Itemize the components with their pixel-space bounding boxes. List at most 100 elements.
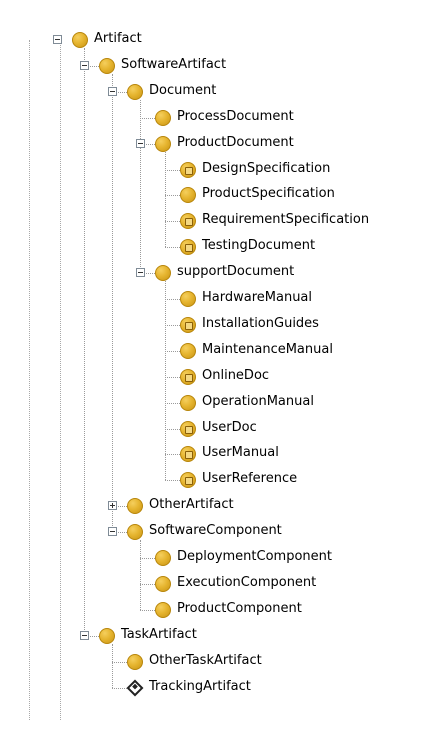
filled-circle-icon [155, 110, 171, 126]
diamond-icon [126, 679, 144, 697]
tree-node[interactable]: ProcessDocument [0, 106, 429, 130]
tree-node[interactable]: MaintenanceManual [0, 339, 429, 363]
instance-circle-icon [180, 317, 196, 333]
tree-node[interactable]: OtherArtifact [0, 494, 429, 518]
filled-circle-icon [99, 58, 115, 74]
collapse-toggle[interactable] [136, 139, 145, 148]
tree-node[interactable]: DesignSpecification [0, 158, 429, 182]
tree-node[interactable]: InstallationGuides [0, 313, 429, 337]
instance-circle-icon [180, 239, 196, 255]
tree-connector-line [140, 118, 155, 119]
tree-node[interactable]: TaskArtifact [0, 624, 429, 648]
filled-circle-icon [127, 498, 143, 514]
tree-connector-line [140, 558, 155, 559]
tree-connector-line [112, 662, 127, 663]
tree-node[interactable]: OnlineDoc [0, 365, 429, 389]
tree-connector-line [165, 152, 166, 247]
tree-connector-line [165, 377, 180, 378]
tree-node-label: OtherArtifact [149, 497, 234, 512]
tree-node[interactable]: Artifact [0, 28, 429, 52]
tree-node-label: TestingDocument [202, 238, 316, 253]
filled-circle-icon [180, 187, 196, 203]
tree-node-label: ProductDocument [177, 135, 294, 150]
tree-node[interactable]: supportDocument [0, 261, 429, 285]
tree-node[interactable]: HardwareManual [0, 287, 429, 311]
tree-node[interactable]: UserDoc [0, 417, 429, 441]
filled-circle-icon [180, 395, 196, 411]
tree-node[interactable]: RequirementSpecification [0, 209, 429, 233]
collapse-toggle[interactable] [136, 268, 145, 277]
tree-node-label: ProductSpecification [202, 186, 335, 201]
tree-node-label: InstallationGuides [202, 316, 319, 331]
collapse-toggle[interactable] [53, 35, 62, 44]
filled-circle-icon [155, 136, 171, 152]
tree-node-label: DesignSpecification [202, 161, 331, 176]
tree-node[interactable]: OtherTaskArtifact [0, 650, 429, 674]
tree-node[interactable]: ExecutionComponent [0, 572, 429, 596]
tree-node[interactable]: ProductSpecification [0, 183, 429, 207]
tree-node-label: ExecutionComponent [177, 575, 317, 590]
expand-toggle[interactable] [108, 501, 117, 510]
tree-connector-line [165, 221, 180, 222]
tree-node[interactable]: TrackingArtifact [0, 676, 429, 700]
filled-circle-icon [180, 343, 196, 359]
tree-node[interactable]: UserManual [0, 442, 429, 466]
tree-connector-line [165, 195, 180, 196]
tree-node-label: HardwareManual [202, 290, 313, 305]
instance-circle-icon [180, 472, 196, 488]
collapse-toggle[interactable] [108, 87, 117, 96]
tree-connector-line [112, 92, 127, 93]
tree-node-label: UserReference [202, 471, 298, 486]
tree-connector-line [165, 480, 180, 481]
tree-connector-line [84, 636, 99, 637]
tree-connector-line [165, 403, 180, 404]
filled-circle-icon [127, 654, 143, 670]
tree-connector-line [84, 66, 99, 67]
tree-node[interactable]: UserReference [0, 468, 429, 492]
tree-node-label: Document [149, 83, 217, 98]
tree-node-label: OtherTaskArtifact [149, 653, 262, 668]
tree-node-label: ProductComponent [177, 601, 302, 616]
tree-connector-line [140, 144, 155, 145]
filled-circle-icon [155, 602, 171, 618]
tree-node[interactable]: ProductDocument [0, 132, 429, 156]
filled-circle-icon [99, 628, 115, 644]
indent-guide-line [60, 40, 61, 720]
tree-node-label: TrackingArtifact [149, 679, 251, 694]
tree-node-label: supportDocument [177, 264, 295, 279]
indent-guide-line [29, 40, 30, 720]
collapse-toggle[interactable] [80, 631, 89, 640]
instance-circle-icon [180, 162, 196, 178]
tree-node[interactable]: OperationManual [0, 391, 429, 415]
tree-connector-line [112, 506, 127, 507]
tree-connector-line [112, 532, 127, 533]
tree-connector-line [140, 584, 155, 585]
tree-connector-line [165, 325, 180, 326]
tree-node[interactable]: DeploymentComponent [0, 546, 429, 570]
tree-node-label: SoftwareArtifact [121, 57, 227, 72]
tree-node-label: Artifact [94, 31, 142, 46]
tree-node-label: DeploymentComponent [177, 549, 332, 564]
tree-node-label: RequirementSpecification [202, 212, 370, 227]
tree-node-label: UserDoc [202, 420, 257, 435]
tree-node-label: ProcessDocument [177, 109, 294, 124]
collapse-toggle[interactable] [108, 527, 117, 536]
tree-node[interactable]: Document [0, 80, 429, 104]
tree-connector-line [112, 644, 113, 688]
tree-connector-line [165, 299, 180, 300]
tree-node[interactable]: SoftwareComponent [0, 520, 429, 544]
tree-node[interactable]: TestingDocument [0, 235, 429, 259]
tree-connector-line [165, 281, 166, 480]
tree-connector-line [165, 247, 180, 248]
instance-circle-icon [180, 213, 196, 229]
filled-circle-icon [180, 291, 196, 307]
filled-circle-icon [127, 524, 143, 540]
tree-node[interactable]: ProductComponent [0, 598, 429, 622]
instance-circle-icon [180, 446, 196, 462]
collapse-toggle[interactable] [80, 61, 89, 70]
tree-connector-line [165, 351, 180, 352]
tree-node[interactable]: SoftwareArtifact [0, 54, 429, 78]
tree-connector-line [165, 454, 180, 455]
tree-connector-line [112, 688, 127, 689]
